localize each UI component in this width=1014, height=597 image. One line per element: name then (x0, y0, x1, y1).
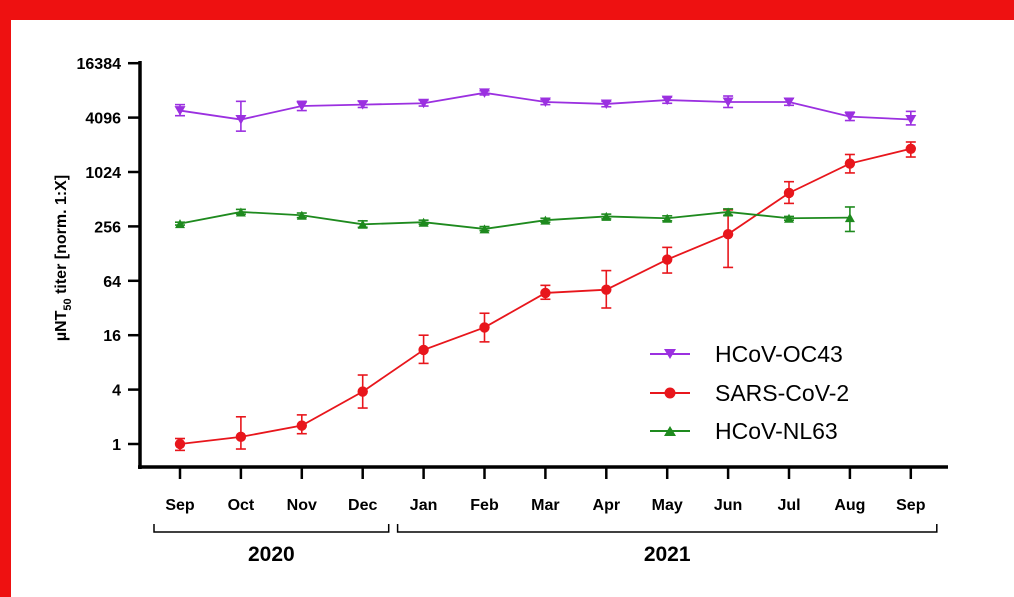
data-point (357, 219, 368, 229)
data-point (783, 97, 795, 107)
y-tick-label: 16 (103, 328, 121, 345)
legend-marker-oc43 (664, 349, 676, 359)
x-tick-label: Jun (714, 497, 742, 514)
data-point (539, 97, 551, 107)
series-sars (174, 141, 916, 452)
year-bracket (396, 524, 938, 533)
y-axis-title: µNT50 titer [norm. 1:X] (53, 175, 74, 341)
x-tick-label: Aug (834, 497, 865, 514)
data-point (296, 101, 308, 112)
y-tick-label: 4 (112, 383, 121, 400)
data-point (235, 207, 246, 217)
data-point (296, 210, 307, 220)
data-point (844, 112, 856, 122)
data-point (296, 420, 307, 431)
data-point (662, 213, 673, 223)
x-ticks: Sep Oct Nov Dec Jan Feb Mar Apr May Jun Jul Aug Sep (165, 467, 926, 514)
data-point (235, 115, 247, 125)
y-tick-label: 16384 (77, 56, 122, 73)
frame-top-bar (0, 0, 1014, 20)
data-point (600, 99, 612, 109)
y-tick-label: 1024 (85, 165, 121, 182)
data-point (479, 322, 490, 333)
legend: HCoV-OC43 SARS-CoV-2 HCoV-NL63 (650, 341, 849, 444)
series-line (179, 211, 850, 230)
series-oc43 (174, 88, 917, 132)
axes (138, 61, 948, 469)
data-point (540, 215, 551, 225)
data-point (479, 88, 490, 98)
y-tick-label: 4096 (85, 111, 121, 128)
data-point (723, 207, 734, 217)
x-tick-label: Mar (531, 497, 559, 514)
y-ticks: 1 4 16 64 256 1024 4096 16384 (77, 56, 140, 454)
legend-label-nl63: HCoV-NL63 (715, 418, 838, 444)
data-point (174, 106, 186, 116)
data-point (905, 115, 917, 125)
y-axis-title-subscript: 50 (62, 298, 74, 310)
y-tick-label: 64 (103, 274, 121, 291)
year-label: 2020 (248, 543, 295, 566)
x-tick-label: Jul (777, 497, 800, 514)
legend-item-sars: SARS-CoV-2 (650, 380, 849, 406)
legend-label-oc43: HCoV-OC43 (715, 341, 843, 367)
x-tick-label: Nov (287, 497, 317, 514)
data-point (722, 228, 734, 240)
x-tick-label: Sep (896, 497, 926, 514)
data-point (174, 438, 186, 450)
legend-label-sars: SARS-CoV-2 (715, 380, 849, 406)
data-point (357, 100, 369, 110)
data-point (540, 287, 551, 299)
legend-marker-nl63 (664, 426, 676, 436)
data-point (784, 213, 794, 223)
x-tick-label: Sep (165, 497, 195, 514)
data-point (722, 97, 734, 107)
data-point (905, 143, 916, 154)
data-point (601, 211, 612, 221)
data-point (661, 95, 673, 106)
data-point (844, 213, 855, 223)
x-tick-label: Jan (410, 497, 438, 514)
year-label: 2021 (644, 543, 691, 566)
series-nl63 (175, 206, 855, 234)
x-tick-label: May (652, 497, 683, 514)
year-bracket (153, 524, 390, 533)
data-point (175, 219, 185, 229)
data-point (418, 344, 429, 356)
data-point (783, 187, 795, 199)
data-point (479, 224, 490, 234)
legend-item-nl63: HCoV-NL63 (650, 418, 838, 444)
frame-left-bar (0, 0, 11, 597)
data-point (601, 284, 612, 295)
x-tick-label: Dec (348, 497, 377, 514)
legend-marker-sars (664, 387, 676, 399)
y-tick-label: 1 (112, 437, 121, 454)
y-tick-label: 256 (94, 219, 121, 236)
x-tick-label: Feb (470, 497, 499, 514)
legend-item-oc43: HCoV-OC43 (650, 341, 843, 367)
plot-area (174, 88, 917, 452)
year-groups: 2020 2021 (153, 524, 938, 566)
data-point (357, 386, 368, 397)
data-point (418, 98, 430, 109)
data-point (235, 431, 247, 443)
data-point (418, 217, 429, 227)
x-tick-label: Apr (593, 497, 621, 514)
x-tick-label: Oct (228, 497, 255, 514)
data-point (662, 254, 673, 265)
data-point (844, 158, 856, 169)
